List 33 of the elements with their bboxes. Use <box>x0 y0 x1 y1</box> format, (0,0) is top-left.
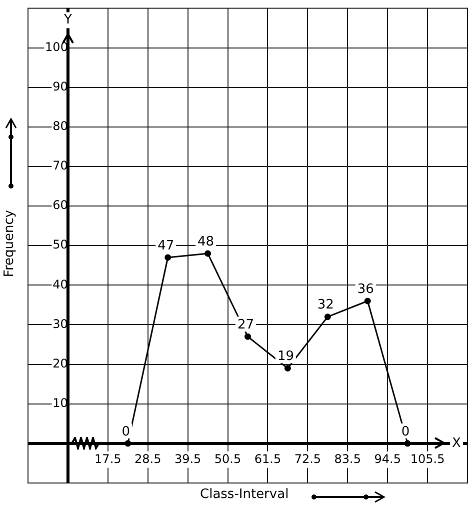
x-tick-label: 50.5 <box>214 452 242 466</box>
point <box>404 440 411 447</box>
data-label: 0 <box>401 424 410 440</box>
x-tick-label: 17.5 <box>94 452 122 466</box>
annotation: Y <box>62 12 72 28</box>
y-tick-label: 80 <box>52 119 68 134</box>
point <box>204 250 212 257</box>
x-axis-title: Class-Interval <box>200 487 289 502</box>
point <box>164 254 172 261</box>
point <box>244 333 251 340</box>
data-label: 47 <box>158 238 174 254</box>
data-label: 19 <box>277 349 294 364</box>
annotation: X <box>452 436 462 451</box>
x-tick-label: 105.5 <box>410 452 445 466</box>
x-tick-label: 94.5 <box>374 452 401 466</box>
point <box>364 298 371 304</box>
point <box>124 440 132 447</box>
data-label: 36 <box>357 282 374 297</box>
x-tick-label: 61.5 <box>254 452 282 466</box>
data-label: 32 <box>317 298 334 313</box>
data-label: 27 <box>237 317 254 332</box>
x-tick-label: 39.5 <box>174 452 202 466</box>
x-tick-label: 72.5 <box>294 452 322 466</box>
x-tick-label: 83.5 <box>334 452 361 466</box>
point <box>324 314 331 320</box>
y-axis-title: Frequency <box>2 210 18 278</box>
x-tick-label: 28.5 <box>134 452 162 466</box>
data-label: 48 <box>198 234 214 250</box>
y-tick-label: 60 <box>52 198 68 212</box>
point <box>284 365 291 372</box>
y-tick-label: 40 <box>52 277 68 292</box>
y-tick-label: 90 <box>52 79 68 94</box>
data-label: 0 <box>122 424 130 440</box>
